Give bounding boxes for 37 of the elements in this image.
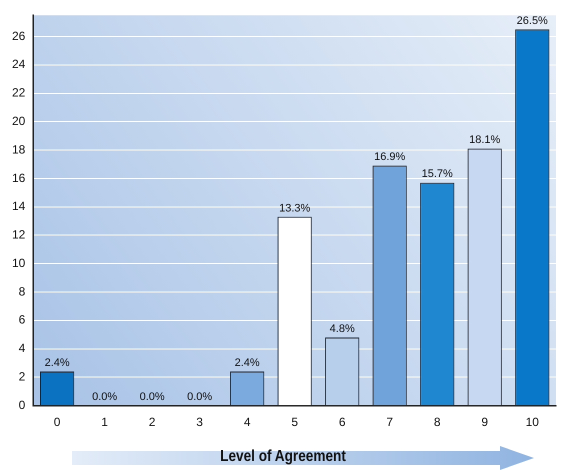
y-tick-label: 6 [18,312,26,327]
x-tick-label: 9 [481,415,488,430]
y-tick-label: 8 [18,284,26,298]
y-tick-label: 4 [18,341,26,356]
y-tick-label: 0 [18,398,26,412]
y-tick-label: 14 [12,199,26,214]
x-tick-label: 6 [338,415,346,430]
data-label: 26.5% [516,14,548,27]
x-tick-label: 0 [54,415,61,430]
x-tick-label: 8 [434,415,441,430]
data-label: 2.4% [234,357,260,370]
y-tick-label: 18 [12,142,26,156]
x-tick-label: 2 [148,415,156,430]
y-tick-label: 12 [12,228,26,242]
y-tick-label: 16 [12,170,26,185]
y-tick-label: 2 [18,370,26,384]
y-tick-label: 26 [12,28,26,43]
x-tick-label: 5 [291,415,298,430]
x-tick-label: 10 [526,415,540,430]
x-tick-label: 7 [386,415,394,430]
x-tick-label: 4 [244,415,251,430]
data-label: 0.0% [140,391,165,404]
y-tick-label: 24 [12,57,26,72]
data-label: 15.7% [422,168,454,180]
x-tick-label: 3 [196,415,204,430]
data-label: 16.9% [374,151,406,164]
y-tick-label: 20 [12,114,26,128]
data-label: 4.8% [330,322,355,335]
x-tick-label: 1 [101,415,108,430]
data-label: 13.3% [279,202,310,214]
x-axis-title: Level of Agreement [219,448,347,466]
data-label: 0.0% [92,391,118,404]
y-tick-label: 22 [12,86,26,100]
y-tick-label: 10 [12,256,26,270]
data-label: 2.4% [44,357,70,370]
data-label: 18.1% [469,134,501,146]
data-label: 0.0% [187,391,212,404]
